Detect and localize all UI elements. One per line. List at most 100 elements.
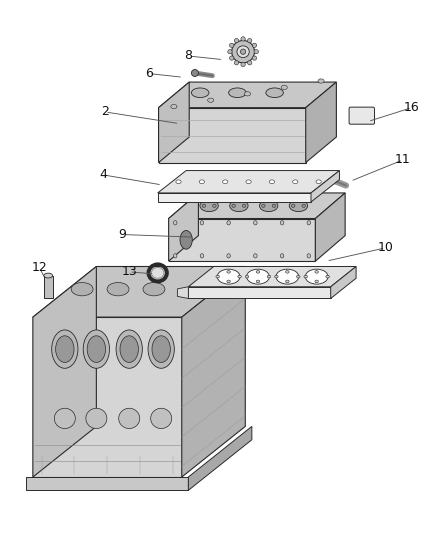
Ellipse shape	[152, 268, 164, 278]
Text: 12: 12	[32, 261, 47, 274]
Ellipse shape	[244, 92, 251, 96]
Ellipse shape	[234, 61, 239, 65]
Text: 6: 6	[145, 67, 153, 80]
Polygon shape	[158, 193, 311, 202]
Polygon shape	[315, 193, 345, 261]
Ellipse shape	[318, 79, 324, 83]
Ellipse shape	[256, 280, 260, 282]
Polygon shape	[331, 266, 356, 298]
Ellipse shape	[227, 254, 230, 258]
Ellipse shape	[316, 180, 321, 183]
Polygon shape	[311, 171, 339, 202]
Ellipse shape	[315, 271, 318, 273]
Ellipse shape	[176, 180, 181, 183]
Polygon shape	[169, 193, 345, 219]
Ellipse shape	[223, 180, 228, 183]
Ellipse shape	[54, 408, 75, 429]
Ellipse shape	[83, 330, 110, 368]
Ellipse shape	[227, 280, 230, 282]
Ellipse shape	[261, 204, 265, 207]
Ellipse shape	[229, 88, 246, 98]
Polygon shape	[169, 219, 315, 261]
Text: 13: 13	[121, 265, 137, 278]
Ellipse shape	[202, 204, 205, 207]
Polygon shape	[159, 82, 336, 108]
Ellipse shape	[252, 43, 257, 47]
Ellipse shape	[107, 282, 129, 296]
Ellipse shape	[297, 275, 300, 278]
FancyBboxPatch shape	[349, 107, 374, 124]
Ellipse shape	[227, 221, 230, 225]
Ellipse shape	[286, 280, 289, 282]
Ellipse shape	[119, 408, 140, 429]
Ellipse shape	[289, 200, 307, 212]
Ellipse shape	[238, 275, 241, 278]
Ellipse shape	[230, 43, 234, 47]
Ellipse shape	[247, 61, 252, 65]
Text: 8: 8	[184, 50, 192, 62]
Ellipse shape	[87, 336, 106, 362]
Polygon shape	[169, 193, 198, 261]
Ellipse shape	[199, 180, 205, 183]
Ellipse shape	[171, 104, 177, 109]
Ellipse shape	[240, 49, 246, 54]
Polygon shape	[159, 108, 306, 163]
Ellipse shape	[280, 221, 284, 225]
Ellipse shape	[120, 336, 138, 362]
Ellipse shape	[254, 50, 258, 54]
Ellipse shape	[304, 275, 307, 278]
Polygon shape	[188, 287, 331, 298]
Text: 16: 16	[404, 101, 420, 114]
Polygon shape	[188, 426, 252, 490]
Ellipse shape	[191, 70, 198, 76]
Ellipse shape	[216, 275, 219, 278]
Ellipse shape	[237, 46, 249, 58]
Polygon shape	[33, 266, 96, 477]
Ellipse shape	[275, 275, 278, 278]
Ellipse shape	[256, 271, 260, 273]
Ellipse shape	[234, 38, 239, 43]
Polygon shape	[177, 287, 188, 298]
Ellipse shape	[71, 282, 93, 296]
Ellipse shape	[241, 37, 245, 41]
Ellipse shape	[173, 221, 177, 225]
Text: 4: 4	[99, 168, 107, 181]
Ellipse shape	[269, 180, 275, 183]
Ellipse shape	[245, 275, 249, 278]
Ellipse shape	[291, 204, 295, 207]
Ellipse shape	[259, 200, 278, 212]
Ellipse shape	[232, 204, 235, 207]
Ellipse shape	[315, 280, 318, 282]
Ellipse shape	[272, 204, 276, 207]
Polygon shape	[158, 171, 339, 193]
Ellipse shape	[208, 98, 214, 102]
Ellipse shape	[252, 56, 257, 60]
Polygon shape	[159, 82, 189, 163]
Ellipse shape	[212, 204, 216, 207]
Ellipse shape	[230, 56, 234, 60]
Polygon shape	[33, 317, 182, 477]
Ellipse shape	[180, 230, 192, 249]
Ellipse shape	[302, 204, 305, 207]
Ellipse shape	[228, 50, 232, 54]
Ellipse shape	[152, 336, 170, 362]
Ellipse shape	[173, 254, 177, 258]
Ellipse shape	[191, 88, 209, 98]
Ellipse shape	[241, 62, 245, 67]
Ellipse shape	[230, 200, 248, 212]
Ellipse shape	[307, 221, 311, 225]
Ellipse shape	[148, 330, 174, 368]
Ellipse shape	[266, 88, 283, 98]
Ellipse shape	[293, 180, 298, 183]
Ellipse shape	[227, 271, 230, 273]
Text: 11: 11	[395, 154, 411, 166]
Polygon shape	[33, 266, 245, 317]
Ellipse shape	[326, 275, 329, 278]
Ellipse shape	[247, 269, 269, 284]
Text: 10: 10	[378, 241, 393, 254]
Ellipse shape	[151, 408, 172, 429]
Ellipse shape	[116, 330, 142, 368]
Ellipse shape	[280, 254, 284, 258]
Ellipse shape	[281, 85, 287, 90]
Ellipse shape	[305, 269, 328, 284]
